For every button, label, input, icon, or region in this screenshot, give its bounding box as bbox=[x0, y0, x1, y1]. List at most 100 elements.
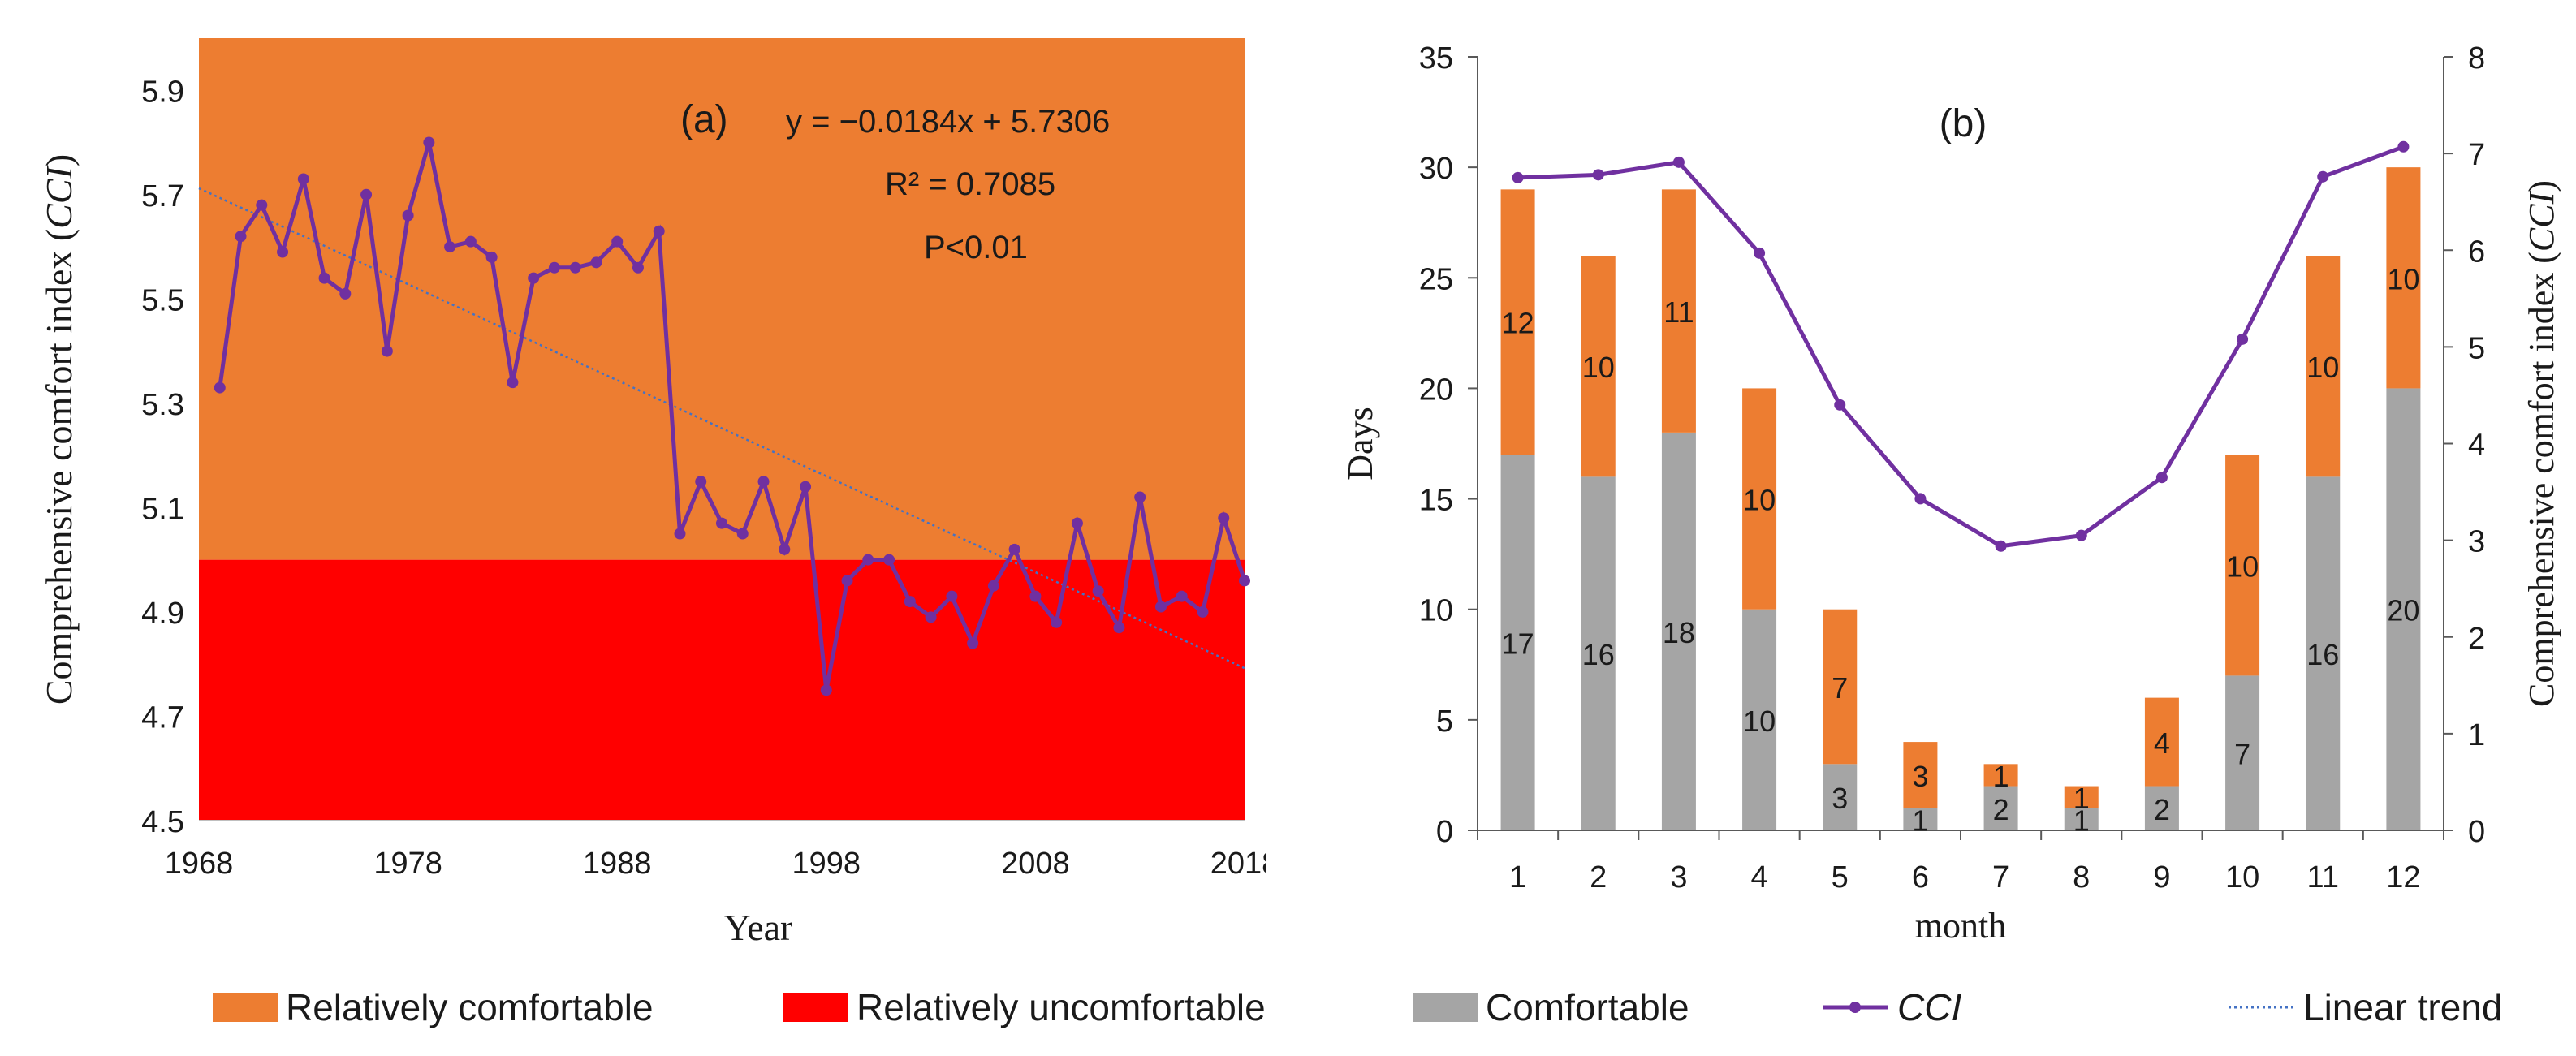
bar-relatively-comfortable bbox=[1581, 256, 1616, 477]
y-axis-title-abbr: CCI bbox=[38, 164, 80, 228]
y-tick-label: 35 bbox=[1419, 41, 1453, 75]
cci-point bbox=[883, 554, 895, 566]
y-tick-label: 10 bbox=[1419, 594, 1453, 628]
cci-point bbox=[653, 225, 665, 237]
x-tick-label: 2018 bbox=[1210, 847, 1266, 881]
cci-point bbox=[1197, 606, 1209, 618]
bar-label-relatively-comfortable: 1 bbox=[2073, 782, 2090, 815]
cci-point bbox=[548, 261, 560, 274]
bar-label-relatively-comfortable: 7 bbox=[1832, 671, 1848, 705]
cci-point bbox=[444, 241, 456, 253]
y2-axis-title-abbr: CCI bbox=[2522, 190, 2561, 252]
bar-comfortable bbox=[1823, 764, 1858, 830]
x-axis-title: Year bbox=[724, 907, 793, 948]
cci-point bbox=[297, 173, 309, 185]
x-tick-label: 7 bbox=[1992, 860, 2009, 894]
y-tick-label: 5 bbox=[1436, 705, 1453, 739]
x-tick-label: 1978 bbox=[373, 847, 442, 881]
y-tick-label: 20 bbox=[1419, 373, 1453, 407]
y-tick-label: 5.7 bbox=[141, 179, 184, 213]
cci-point bbox=[779, 543, 791, 555]
y2-tick-label: 7 bbox=[2468, 138, 2485, 172]
cci-point bbox=[360, 188, 373, 200]
cci-point bbox=[2237, 333, 2249, 345]
cci-point bbox=[1134, 491, 1146, 503]
legend-swatch-uncomfortable_band bbox=[783, 993, 848, 1022]
cci-point bbox=[381, 345, 393, 357]
x-tick-label: 2008 bbox=[1001, 847, 1070, 881]
bar-comfortable bbox=[2144, 786, 2179, 830]
cci-point bbox=[987, 580, 999, 592]
bar-comfortable bbox=[1983, 786, 2018, 830]
bar-label-comfortable: 2 bbox=[2154, 793, 2170, 826]
bar-label-relatively-comfortable: 11 bbox=[1663, 295, 1694, 329]
cci-point bbox=[1512, 171, 1524, 183]
bar-comfortable bbox=[1903, 808, 1938, 830]
cci-point bbox=[925, 611, 937, 623]
bar-comfortable bbox=[2064, 808, 2099, 830]
x-tick-label: 1968 bbox=[165, 847, 234, 881]
legend-label: Comfortable bbox=[1486, 986, 1689, 1028]
legend: Relatively comfortable Relatively uncomfo… bbox=[213, 986, 2503, 1028]
y2-tick-label: 6 bbox=[2468, 235, 2485, 269]
bar-relatively-comfortable bbox=[2225, 455, 2260, 676]
y2-tick-label: 4 bbox=[2468, 429, 2485, 463]
bar-label-relatively-comfortable: 3 bbox=[1912, 760, 1928, 793]
legend-swatch-comfortable_bar bbox=[1413, 993, 1478, 1022]
cci-point bbox=[820, 684, 832, 696]
legend-swatch-cci-marker bbox=[1849, 1002, 1861, 1013]
bar-label-relatively-comfortable: 10 bbox=[2387, 262, 2419, 295]
bar-relatively-comfortable bbox=[1500, 189, 1535, 455]
cci-point bbox=[1218, 512, 1230, 524]
bar-label-comfortable: 7 bbox=[2234, 738, 2250, 771]
cci-point bbox=[1914, 493, 1927, 505]
cci-point bbox=[507, 377, 519, 389]
bar-label-comfortable: 1 bbox=[1912, 804, 1928, 837]
bar-comfortable bbox=[2225, 675, 2260, 830]
y-tick-label: 15 bbox=[1419, 484, 1453, 518]
panel-label-a: (a) bbox=[680, 98, 728, 141]
cci-point bbox=[1029, 590, 1042, 602]
cci-point bbox=[862, 554, 874, 566]
cci-point bbox=[736, 528, 749, 540]
x-tick-label: 1998 bbox=[792, 847, 861, 881]
bar-label-relatively-comfortable: 4 bbox=[2154, 726, 2170, 760]
cci-point bbox=[569, 261, 581, 274]
bar-label-relatively-comfortable: 12 bbox=[1502, 307, 1534, 340]
bar-comfortable bbox=[1661, 432, 1696, 830]
y2-tick-label: 5 bbox=[2468, 331, 2485, 365]
x-tick-label: 8 bbox=[2073, 860, 2090, 894]
y-tick-label: 5.5 bbox=[141, 283, 184, 317]
x-tick-label: 9 bbox=[2153, 860, 2170, 894]
y-tick-label: 4.7 bbox=[141, 700, 184, 735]
cci-point bbox=[235, 231, 247, 243]
cci-point bbox=[464, 235, 477, 248]
bar-label-comfortable: 16 bbox=[2306, 638, 2339, 671]
bar-relatively-comfortable bbox=[1983, 764, 2018, 787]
x-tick-label: 4 bbox=[1751, 860, 1768, 894]
cci-point bbox=[1051, 616, 1063, 628]
cci-point bbox=[485, 251, 498, 263]
bar-relatively-comfortable bbox=[1661, 189, 1696, 433]
legend-swatch-comfortable_band bbox=[213, 993, 278, 1022]
y2-axis-title-main: Comprehensive comfort index ( bbox=[2522, 252, 2561, 707]
bar-comfortable bbox=[1581, 476, 1616, 830]
cci-point bbox=[1834, 399, 1846, 411]
cci-point bbox=[1092, 585, 1104, 597]
bar-label-comfortable: 10 bbox=[1743, 705, 1776, 738]
cci-point bbox=[214, 381, 226, 394]
bar-comfortable bbox=[1742, 609, 1777, 830]
cci-point bbox=[716, 517, 727, 529]
y2-axis-title: Comprehensive comfort index (CCI) bbox=[2522, 180, 2561, 707]
cci-point bbox=[1995, 540, 2007, 552]
cci-point bbox=[402, 209, 414, 222]
band-relatively-uncomfortable bbox=[199, 559, 1245, 821]
cci-point bbox=[423, 136, 435, 149]
cci-point bbox=[757, 476, 770, 488]
chart-a: 4.5 4.7 4.9 5.1 5.3 5.5 5.7 5.9 1968 1978 1988 1998… bbox=[38, 38, 1266, 948]
cci-point bbox=[1592, 169, 1604, 181]
bar-label-comfortable: 18 bbox=[1663, 616, 1695, 649]
cci-point bbox=[1113, 622, 1125, 634]
